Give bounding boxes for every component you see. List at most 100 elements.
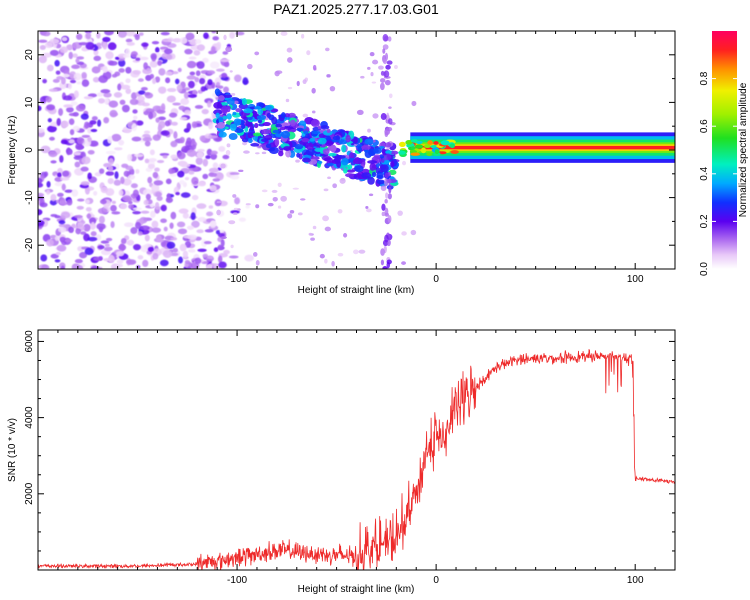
noise-blob — [152, 171, 159, 179]
track-blob — [223, 94, 233, 98]
carrier-blob — [430, 145, 438, 149]
track-blob — [334, 156, 341, 164]
noise-blob — [139, 225, 150, 231]
noise-blob — [382, 266, 388, 269]
noise-blob — [384, 234, 389, 243]
noise-blob — [93, 55, 102, 62]
noise-blob — [184, 48, 193, 55]
noise-blob — [385, 142, 392, 148]
noise-blob — [79, 251, 88, 259]
track-blob — [284, 113, 291, 118]
noise-blob — [60, 211, 71, 219]
y-tick-label: 10 — [24, 96, 35, 108]
noise-blob — [143, 199, 149, 206]
noise-blob — [59, 197, 66, 206]
track-blob — [289, 119, 296, 127]
track-blob — [367, 176, 375, 185]
noise-blob — [382, 34, 389, 42]
noise-blob — [113, 92, 123, 98]
noise-blob — [184, 109, 191, 115]
noise-blob — [401, 261, 406, 265]
noise-blob — [139, 32, 144, 36]
noise-blob — [180, 163, 191, 168]
y-tick-label: 20 — [24, 49, 35, 61]
track-blob — [214, 88, 221, 96]
track-blob — [346, 169, 356, 173]
noise-blob — [380, 78, 386, 83]
noise-blob — [163, 226, 168, 232]
spectrogram-y-label: Frequency (Hz) — [7, 116, 18, 185]
noise-blob — [133, 115, 138, 120]
spectrogram-image — [38, 31, 675, 269]
noise-blob — [381, 203, 386, 211]
noise-blob — [103, 97, 110, 105]
noise-blob — [164, 120, 171, 127]
noise-blob — [68, 118, 75, 125]
noise-blob — [57, 172, 62, 178]
noise-blob — [168, 112, 178, 118]
noise-blob — [124, 48, 131, 56]
noise-blob — [171, 121, 178, 126]
noise-blob — [98, 226, 104, 233]
noise-blob — [144, 234, 150, 242]
noise-blob — [386, 126, 393, 132]
noise-blob — [191, 176, 199, 185]
noise-blob — [134, 34, 140, 41]
noise-blob — [123, 170, 130, 177]
noise-blob — [255, 260, 260, 266]
noise-blob — [120, 84, 131, 90]
track-blob — [217, 121, 226, 129]
noise-blob — [194, 77, 200, 83]
noise-blob — [60, 139, 68, 145]
noise-blob — [116, 259, 124, 265]
noise-blob — [206, 148, 213, 156]
track-blob — [385, 150, 392, 155]
track-blob — [376, 171, 384, 179]
noise-blob — [60, 265, 66, 269]
track-blob — [322, 148, 330, 155]
track-blob — [279, 126, 286, 131]
spectrogram-x-label: Height of straight line (km) — [298, 285, 415, 296]
track-blob — [241, 98, 247, 106]
noise-blob — [57, 192, 64, 197]
noise-blob — [397, 210, 403, 216]
noise-blob — [100, 199, 107, 205]
noise-blob — [384, 79, 391, 86]
track-blob — [308, 137, 316, 142]
noise-blob — [277, 205, 282, 209]
noise-blob — [54, 59, 60, 67]
track-blob — [317, 160, 323, 164]
track-blob — [317, 137, 327, 145]
noise-blob — [76, 222, 84, 229]
track-blob — [261, 138, 269, 143]
noise-blob — [223, 86, 229, 93]
noise-blob — [210, 46, 216, 54]
noise-blob — [196, 229, 204, 234]
track-blob — [250, 142, 260, 147]
noise-blob — [142, 102, 150, 107]
noise-blob — [206, 70, 216, 75]
noise-blob — [56, 244, 67, 252]
noise-blob — [159, 259, 169, 267]
noise-blob — [156, 195, 163, 201]
noise-blob — [219, 58, 230, 63]
noise-blob — [57, 226, 67, 233]
track-blob — [265, 143, 272, 149]
carrier-blob — [410, 146, 416, 150]
noise-blob — [337, 252, 344, 257]
noise-blob — [72, 125, 80, 132]
noise-blob — [109, 109, 118, 118]
noise-blob — [122, 195, 132, 202]
colorbar-label: Normalized spectral amplitude — [738, 82, 749, 217]
track-blob — [232, 111, 237, 116]
noise-blob — [216, 209, 221, 216]
track-blob — [257, 119, 263, 124]
noise-blob — [332, 183, 338, 189]
noise-blob — [179, 37, 188, 44]
noise-blob — [68, 139, 75, 144]
noise-blob — [292, 187, 300, 190]
snr-frame — [37, 329, 676, 571]
noise-blob — [155, 47, 160, 53]
noise-blob — [85, 199, 90, 204]
noise-blob — [68, 51, 74, 60]
